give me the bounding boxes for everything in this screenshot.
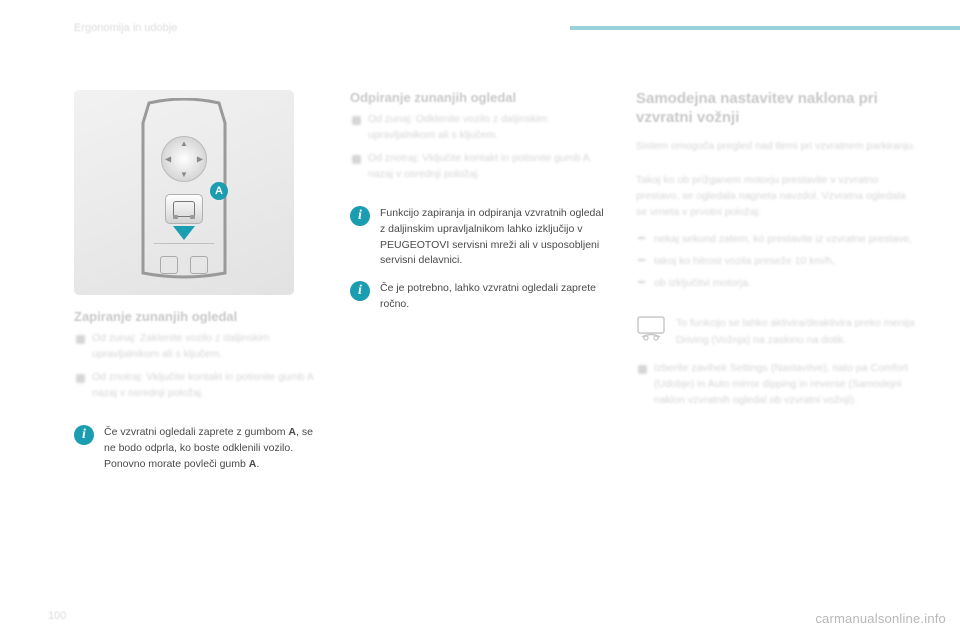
col3-heading: Samodejna nastavitev naklona pri vzvratn… <box>636 90 916 128</box>
mirror-control-diagram: ▲ ▼ ◀ ▶ A <box>74 90 294 295</box>
column-3: Samodejna nastavitev naklona pri vzvratn… <box>636 90 916 484</box>
chapter-title: Ergonomija in udobje <box>74 22 177 34</box>
seat-icons <box>154 243 214 279</box>
car-note-text: To funkcijo se lahko aktivira/deaktivira… <box>676 315 916 348</box>
column-1: ▲ ▼ ◀ ▶ A Zapiranje zunanjih ogledal Od … <box>74 90 324 484</box>
list-item: Od zunaj: Zaklenite vozilo z daljinskim … <box>74 330 324 363</box>
marker-a: A <box>210 182 228 200</box>
dpad-control: ▲ ▼ ◀ ▶ <box>161 136 207 182</box>
header-accent-bar <box>570 26 960 30</box>
info-text: Če vzvratni ogledali zaprete z gumbom A,… <box>104 425 324 472</box>
info-box-1: i Če vzvratni ogledali zaprete z gumbom … <box>74 425 324 472</box>
col3-intro: Sistem omogoča pregled nad tlemi pri vzv… <box>636 138 916 154</box>
page-number: 100 <box>48 610 66 622</box>
list-item: nekaj sekund zatem, ko prestavite iz vzv… <box>636 231 916 247</box>
list-item: Od zunaj: Odklenite vozilo z daljinskim … <box>350 111 610 144</box>
info-icon: i <box>350 281 370 301</box>
down-arrow-icon <box>173 226 195 240</box>
column-2: Odpiranje zunanjih ogledal Od zunaj: Odk… <box>350 90 610 484</box>
list-item: Od znotraj: Vključite kontakt in potisni… <box>74 369 324 402</box>
info-text: Funkcijo zapiranja in odpiranja vzvratni… <box>380 206 610 269</box>
mirror-fold-button <box>165 194 203 224</box>
list-item: takoj ko hitrost vozila preseže 10 km/h, <box>636 253 916 269</box>
list-item: Od znotraj: Vključite kontakt in potisni… <box>350 150 610 183</box>
info-text: Če je potrebno, lahko vzvratni ogledali … <box>380 281 610 313</box>
page-content: ▲ ▼ ◀ ▶ A Zapiranje zunanjih ogledal Od … <box>74 90 900 484</box>
info-icon: i <box>74 425 94 445</box>
list-item: Izberite zavihek Settings (Nastavitve), … <box>636 360 916 409</box>
info-box-2b: i Če je potrebno, lahko vzvratni ogledal… <box>350 281 610 313</box>
car-screen-icon <box>636 315 666 341</box>
car-note-box: To funkcijo se lahko aktivira/deaktivira… <box>636 315 916 348</box>
info-box-2a: i Funkcijo zapiranja in odpiranja vzvrat… <box>350 206 610 269</box>
list-item: ob izključitvi motorja. <box>636 275 916 291</box>
col1-bullets: Od zunaj: Zaklenite vozilo z daljinskim … <box>74 330 324 407</box>
col3-final-bullet: Izberite zavihek Settings (Nastavitve), … <box>636 360 916 415</box>
info-icon: i <box>350 206 370 226</box>
col2-heading: Odpiranje zunanjih ogledal <box>350 90 610 105</box>
watermark: carmanualsonline.info <box>815 611 946 626</box>
col1-heading: Zapiranje zunanjih ogledal <box>74 309 324 324</box>
col3-dashes: nekaj sekund zatem, ko prestavite iz vzv… <box>636 231 916 298</box>
col2-bullets: Od zunaj: Odklenite vozilo z daljinskim … <box>350 111 610 188</box>
col3-para: Takoj ko ob prižganem motorju prestavite… <box>636 172 916 221</box>
